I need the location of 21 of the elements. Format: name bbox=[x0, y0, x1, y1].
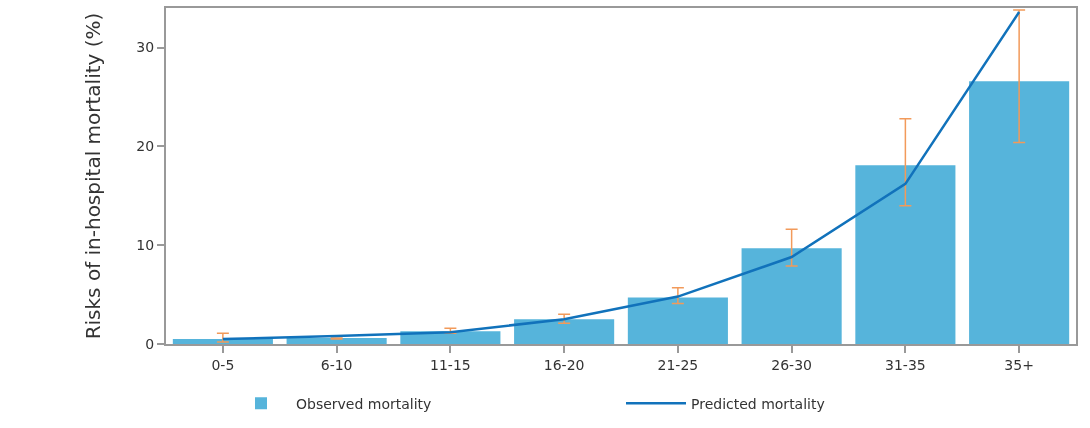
legend-label: Observed mortality bbox=[296, 395, 432, 412]
y-tick-label: 0 bbox=[145, 335, 155, 352]
y-tick-label: 20 bbox=[136, 138, 155, 155]
x-tick-label: 31-35 bbox=[885, 356, 926, 373]
y-tick-label: 10 bbox=[136, 237, 155, 254]
bar bbox=[514, 319, 615, 344]
x-tick-label: 0-5 bbox=[211, 356, 235, 373]
x-tick-label: 16-20 bbox=[543, 356, 585, 373]
x-tick-label: 6-10 bbox=[320, 356, 353, 373]
y-axis-title: Risks of in-hospital mortality (%) bbox=[81, 12, 106, 340]
y-tick-label: 30 bbox=[136, 39, 155, 56]
bar bbox=[741, 248, 842, 344]
x-tick-label: 21-25 bbox=[657, 356, 699, 373]
x-tick-label: 11-15 bbox=[430, 356, 471, 373]
bar bbox=[969, 81, 1070, 344]
x-tick-label: 35+ bbox=[1004, 356, 1034, 373]
bar bbox=[855, 165, 956, 344]
bar bbox=[627, 297, 728, 344]
bar bbox=[286, 338, 387, 344]
x-tick-label: 26-30 bbox=[771, 356, 812, 373]
legend-label: Predicted mortality bbox=[691, 395, 825, 412]
